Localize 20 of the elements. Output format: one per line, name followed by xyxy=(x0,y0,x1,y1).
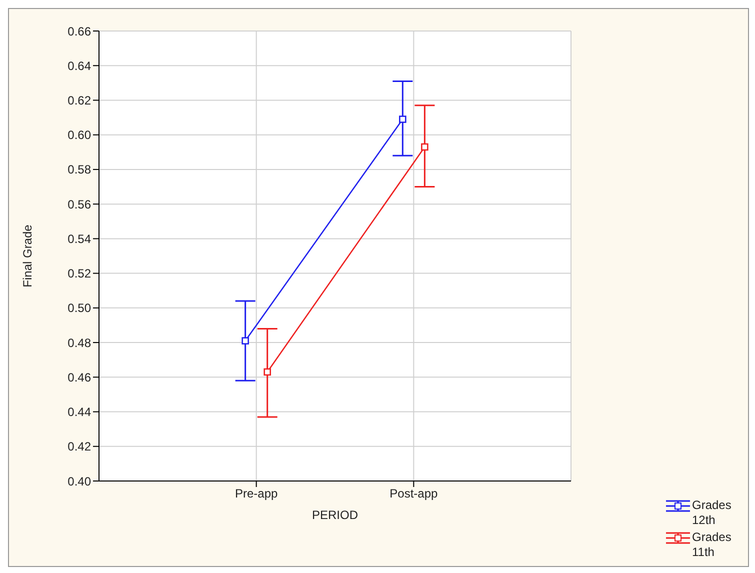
x-axis-title: PERIOD xyxy=(312,508,358,522)
legend-label: Grades 11th xyxy=(692,530,732,560)
y-tick-label: 0.44 xyxy=(68,405,92,420)
y-tick-label: 0.40 xyxy=(68,474,92,488)
x-tick-label: Post-app xyxy=(390,486,438,501)
y-tick-label: 0.54 xyxy=(68,232,92,246)
y-tick-label: 0.66 xyxy=(68,24,92,38)
y-tick-label: 0.46 xyxy=(68,370,92,384)
legend-label: Grades 12th xyxy=(692,498,732,528)
y-axis-title: Final Grade xyxy=(20,224,34,288)
x-tick-label: Pre-app xyxy=(234,486,278,501)
y-tick-label: 0.64 xyxy=(68,58,92,73)
y-tick-label: 0.60 xyxy=(68,128,92,142)
y-tick-label: 0.56 xyxy=(68,197,92,212)
y-tick-label: 0.52 xyxy=(68,266,92,281)
y-tick-label: 0.48 xyxy=(68,336,92,350)
y-tick-label: 0.62 xyxy=(68,93,92,108)
y-tick-label: 0.58 xyxy=(68,162,92,177)
y-tick-label: 0.42 xyxy=(68,440,92,454)
y-tick-label: 0.50 xyxy=(68,301,92,316)
